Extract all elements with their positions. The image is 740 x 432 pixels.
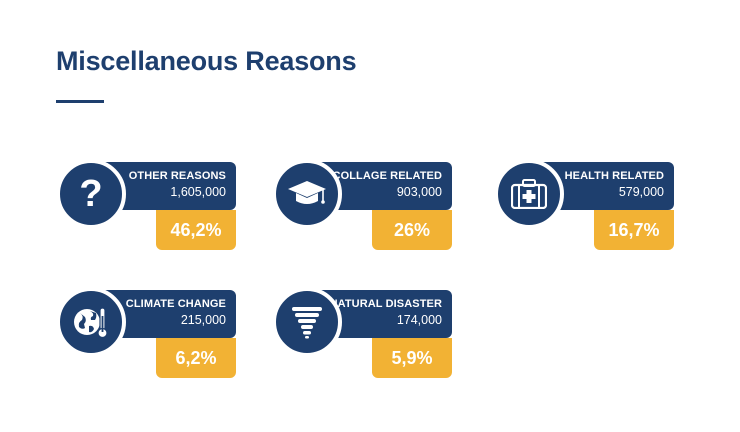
card-icon-circle [56,287,126,357]
card-percent: 6,2% [156,338,236,378]
card-percent: 16,7% [594,210,674,250]
card-label-box: CLIMATE CHANGE 215,000 [96,290,236,338]
card-name: OTHER REASONS [128,170,226,182]
card-percent: 26% [372,210,452,250]
card-icon-circle [272,287,342,357]
card-percent: 46,2% [156,210,236,250]
globe-thermometer-icon [74,307,108,339]
card-label-box: COLLAGE RELATED 903,000 [312,162,452,210]
card-percent: 5,9% [372,338,452,378]
question-mark-icon: ? [79,173,103,215]
card-value: 1,605,000 [170,185,226,199]
graduation-cap-icon [288,181,326,204]
card-icon-circle [494,159,564,229]
card-value: 174,000 [396,313,442,327]
card-natural-disaster: NATURAL DISASTER 174,000 5,9% [272,287,454,380]
card-name: NATURAL DISASTER [329,298,442,310]
card-collage-related: COLLAGE RELATED 903,000 26% [272,159,454,252]
card-value: 215,000 [180,313,226,327]
medical-kit-icon [511,179,547,209]
tornado-icon [292,307,322,339]
card-icon-circle: ? [56,159,126,229]
card-other-reasons: OTHER REASONS 1,605,000 46,2% ? [56,159,238,252]
card-value: 579,000 [618,185,664,199]
page-title: Miscellaneous Reasons [56,46,357,76]
card-climate-change: CLIMATE CHANGE 215,000 6,2% [56,287,238,380]
card-icon-circle [272,159,342,229]
card-name: HEALTH RELATED [564,170,664,182]
card-value: 903,000 [396,185,442,199]
card-name: COLLAGE RELATED [332,170,442,182]
title-underline [56,100,104,103]
card-health-related: HEALTH RELATED 579,000 16,7% [494,159,676,252]
card-name: CLIMATE CHANGE [125,298,226,310]
